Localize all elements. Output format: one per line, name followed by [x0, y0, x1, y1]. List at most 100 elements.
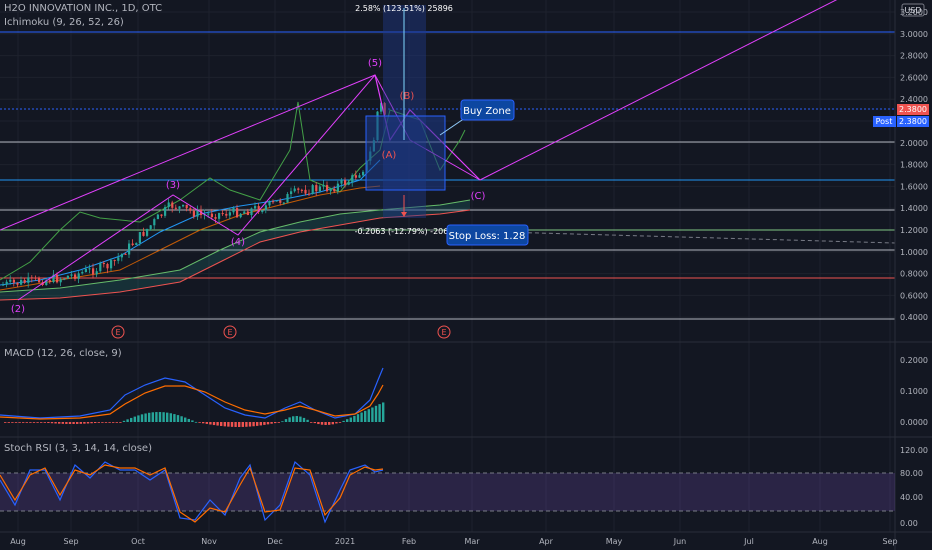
time-tick: Nov	[201, 537, 217, 546]
buy-zone-text: Buy Zone	[463, 106, 511, 117]
candle-body	[279, 200, 282, 203]
currency-badge[interactable]: USD	[901, 3, 925, 17]
wave-label-c: (C)	[471, 191, 486, 202]
candle-body	[354, 175, 357, 178]
price-tick: 1.0000	[900, 248, 928, 257]
candle-body	[286, 194, 289, 203]
macd-bar	[4, 422, 7, 423]
candle-body	[5, 281, 8, 285]
candle-body	[153, 219, 156, 226]
macd-bar	[292, 416, 295, 422]
stoch-tick: 0.00	[900, 519, 918, 528]
stop-loss-label[interactable]: Stop Loss: 1.28	[446, 224, 529, 246]
time-tick: Sep	[882, 537, 897, 546]
candle-body	[70, 274, 73, 276]
candle-body	[20, 280, 23, 285]
candle-body	[48, 280, 51, 283]
macd-bar	[94, 422, 97, 424]
macd-bar	[162, 412, 165, 422]
candle-body	[102, 263, 105, 265]
candle-body	[362, 171, 365, 176]
time-tick: Oct	[131, 537, 145, 546]
macd-bar	[371, 407, 374, 422]
last-price-value: 2.3800	[899, 105, 927, 114]
candle-body	[142, 232, 145, 236]
candle-body	[34, 277, 37, 279]
symbol-title[interactable]: H2O INNOVATION INC., 1D, OTC	[4, 3, 163, 14]
candle-body	[56, 274, 59, 283]
horizontal-levels[interactable]	[0, 31, 896, 320]
candle-body	[351, 175, 354, 183]
time-tick: Jul	[743, 537, 754, 546]
macd-bar	[54, 422, 57, 424]
candle-body	[74, 274, 77, 279]
buy-zone-box[interactable]	[365, 5, 466, 218]
macd-bar	[295, 416, 298, 422]
macd-bar	[374, 405, 378, 422]
macd-bar	[364, 410, 367, 422]
macd-bar	[158, 412, 162, 422]
candle-body	[344, 180, 347, 185]
candle-body	[311, 185, 314, 194]
macd-bar	[166, 412, 169, 422]
macd-bar	[43, 422, 46, 423]
candle-body	[182, 204, 185, 207]
candle-body	[225, 213, 228, 216]
time-tick: Sep	[63, 537, 78, 546]
candle-body	[52, 274, 55, 283]
macd-bar	[187, 418, 190, 422]
macd-bar	[140, 414, 144, 422]
stoch-band	[0, 473, 895, 511]
ichimoku-legend[interactable]: Ichimoku (9, 26, 52, 26)	[4, 17, 124, 28]
wave-label-3: (3)	[166, 180, 180, 191]
time-tick: Dec	[267, 537, 282, 546]
buy-zone-label[interactable]: Buy Zone	[460, 99, 515, 121]
candle-body	[261, 210, 264, 212]
macd-bar	[205, 422, 208, 424]
candle-body	[326, 185, 329, 192]
candle-body	[117, 257, 120, 261]
candle-body	[45, 280, 48, 286]
candle-body	[38, 277, 41, 283]
earnings-marker-3: E	[441, 328, 446, 337]
macd-bar	[356, 414, 360, 422]
stoch-legend[interactable]: Stoch RSI (3, 3, 14, 14, close)	[4, 443, 152, 454]
candle-body	[88, 268, 91, 270]
candle-body	[138, 232, 141, 244]
wave-label-2: (2)	[11, 304, 25, 315]
macd-bar	[18, 422, 21, 423]
macd-bar	[320, 422, 324, 425]
candle-body	[106, 264, 109, 269]
macd-bar	[22, 422, 25, 423]
macd-pane[interactable]	[0, 367, 385, 427]
macd-bar	[173, 414, 176, 422]
candle-body	[196, 210, 199, 217]
price-tick: 2.4000	[900, 95, 928, 104]
stoch-rsi-pane[interactable]	[0, 460, 895, 524]
candle-body	[113, 260, 116, 262]
candle-body	[149, 225, 152, 229]
earnings-marker-2: E	[227, 328, 232, 337]
macd-bar	[104, 422, 108, 423]
macd-legend[interactable]: MACD (12, 26, close, 9)	[4, 348, 122, 359]
macd-bar	[310, 422, 313, 423]
post-label: Post	[876, 117, 893, 126]
earnings-markers[interactable]: E E E	[111, 325, 451, 339]
macd-tick: 0.0000	[900, 418, 928, 427]
candle-body	[308, 193, 311, 195]
price-axis[interactable]: 3.20003.00002.80002.60002.40002.20002.00…	[900, 8, 928, 322]
macd-bar	[353, 415, 356, 422]
macd-bar	[126, 419, 129, 422]
macd-bar	[299, 416, 302, 422]
time-tick: Mar	[464, 537, 480, 546]
candle-body	[315, 185, 318, 192]
price-tick: 3.2000	[900, 8, 928, 17]
candle-body	[66, 275, 69, 279]
time-axis[interactable]: Aug Sep Oct Nov Dec 2021 Feb Mar Apr May Jun Jul Aug…	[10, 537, 897, 546]
stoch-d-line	[0, 464, 384, 523]
macd-bar	[79, 422, 82, 424]
candle-body	[318, 186, 321, 192]
candle-body	[81, 271, 84, 274]
macd-bar	[97, 422, 100, 423]
